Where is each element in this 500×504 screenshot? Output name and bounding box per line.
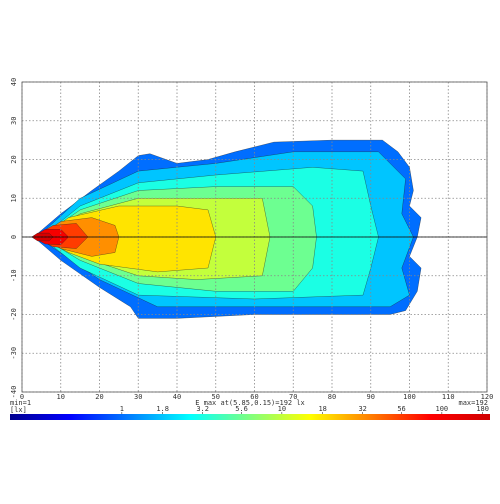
x-tick-label: 110 (442, 393, 455, 401)
y-tick-label: 30 (10, 117, 18, 125)
x-tick-label: 80 (328, 393, 336, 401)
x-tick-label: 30 (134, 393, 142, 401)
x-tick-label: 0 (20, 393, 24, 401)
y-tick-label: 10 (10, 194, 18, 202)
colorbar-tick-label: 56 (397, 405, 405, 413)
colorbar-tick-label: 1.8 (156, 405, 169, 413)
colorbar-tick-label: 18 (318, 405, 326, 413)
colorbar-tick-label: 1 (120, 405, 124, 413)
x-tick-label: 50 (212, 393, 220, 401)
y-tick-label: -10 (10, 269, 18, 282)
y-tick-label: 20 (10, 155, 18, 163)
x-tick-label: 120 (481, 393, 494, 401)
colorbar-tick-label: 10 (278, 405, 286, 413)
max-label: max=192 (458, 399, 488, 407)
y-tick-label: -20 (10, 308, 18, 321)
colorbar-tick-label: 32 (358, 405, 366, 413)
colorbar-tick-label: 100 (436, 405, 449, 413)
y-tick-label: 40 (10, 78, 18, 86)
y-tick-label: -40 (10, 386, 18, 399)
colorbar-tick-label: 180 (476, 405, 489, 413)
x-tick-label: 60 (250, 393, 258, 401)
emax-label: E max at(5.85,0.15)=192 lx (195, 399, 305, 407)
colorbar-tick-label: 5.6 (235, 405, 248, 413)
y-tick-label: 0 (10, 235, 18, 239)
x-tick-label: 10 (57, 393, 65, 401)
x-tick-label: 40 (173, 393, 181, 401)
x-tick-label: 70 (289, 393, 297, 401)
x-tick-label: 20 (95, 393, 103, 401)
colorbar (10, 414, 490, 420)
plot-frame (21, 81, 488, 393)
x-tick-label: 100 (403, 393, 416, 401)
y-tick-label: -30 (10, 347, 18, 360)
colorbar-tick-label: 3.2 (196, 405, 209, 413)
unit-label: [lx] (10, 406, 27, 414)
x-tick-label: 90 (367, 393, 375, 401)
min-label: min=1 (10, 399, 31, 407)
